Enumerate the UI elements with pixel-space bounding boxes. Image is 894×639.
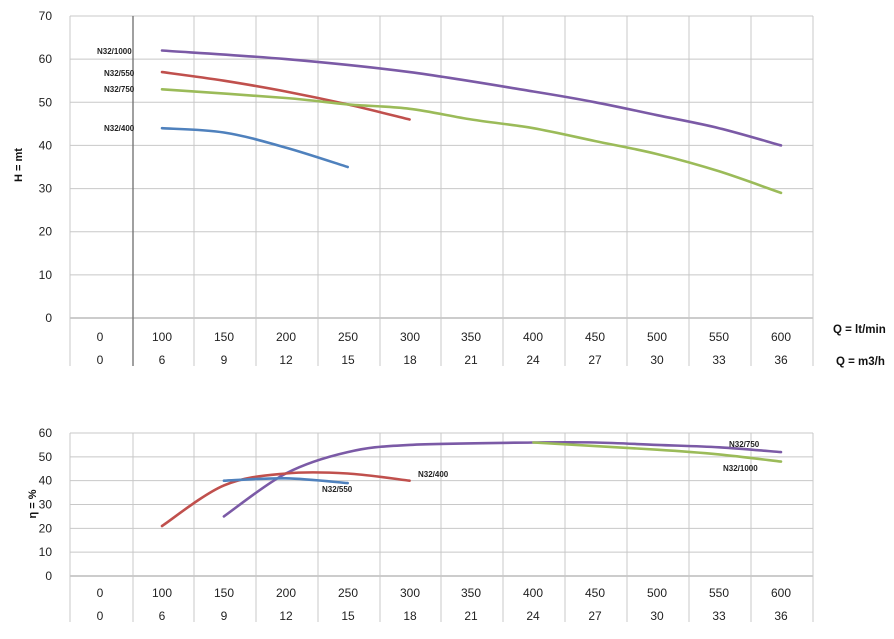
x-tick-label-ltmin: 450	[585, 586, 605, 600]
series-label: N32/1000	[723, 464, 758, 473]
y-tick-label: 70	[39, 9, 53, 23]
x-tick-label-m3h: 6	[159, 353, 166, 367]
x-tick-label-m3h: 24	[526, 353, 540, 367]
x-tick-label-ltmin: 300	[400, 586, 420, 600]
y-tick-label: 10	[39, 268, 53, 282]
x-tick-label-ltmin: 200	[276, 330, 296, 344]
x-tick-label-m3h: 30	[650, 353, 664, 367]
x-tick-label-ltmin: 350	[461, 586, 481, 600]
x-tick-label-m3h: 21	[464, 353, 478, 367]
x-tick-label-m3h: 36	[774, 353, 788, 367]
series-line-n32-750	[160, 88, 783, 195]
x-tick-label-m3h: 33	[712, 609, 726, 623]
x-unit-label-ltmin: Q = lt/min	[833, 324, 886, 336]
x-tick-label-m3h: 27	[588, 609, 602, 623]
x-tick-label-m3h: 12	[279, 353, 293, 367]
series-label: N32/750	[104, 85, 135, 94]
x-tick-label-m3h: 36	[774, 609, 788, 623]
x-tick-label-ltmin: 300	[400, 330, 420, 344]
x-tick-label-ltmin: 100	[152, 330, 172, 344]
x-unit-label-m3h: Q = m3/h	[836, 356, 885, 368]
x-tick-label-m3h: 18	[403, 609, 417, 623]
series-line-n32-750	[222, 440, 783, 518]
x-tick-label-m3h: 9	[221, 609, 228, 623]
x-tick-label-m3h: 12	[279, 609, 293, 623]
x-tick-label-m3h: 33	[712, 353, 726, 367]
series-label: N32/750	[729, 440, 760, 449]
series-line-n32-550	[222, 476, 349, 485]
x-tick-label-ltmin: 450	[585, 330, 605, 344]
series-line-n32-400	[160, 126, 349, 169]
x-tick-label-m3h: 15	[341, 353, 355, 367]
series-line-n32-400	[160, 471, 411, 528]
y-tick-label: 40	[39, 138, 53, 152]
x-tick-label-m3h: 6	[159, 609, 166, 623]
y-tick-label: 20	[39, 225, 53, 239]
y-tick-label: 50	[39, 450, 53, 464]
x-tick-label-ltmin: 0	[97, 330, 104, 344]
x-tick-label-ltmin: 500	[647, 586, 667, 600]
x-tick-label-ltmin: 500	[647, 330, 667, 344]
x-tick-label-m3h: 30	[650, 609, 664, 623]
x-tick-label-ltmin: 250	[338, 586, 358, 600]
x-tick-label-ltmin: 200	[276, 586, 296, 600]
y-tick-label: 10	[39, 545, 53, 559]
x-tick-label-ltmin: 150	[214, 586, 234, 600]
x-tick-label-ltmin: 550	[709, 586, 729, 600]
y-tick-label: 50	[39, 95, 53, 109]
series-line-n32-550	[160, 70, 411, 121]
series-label: N32/1000	[97, 47, 132, 56]
x-tick-label-m3h: 18	[403, 353, 417, 367]
x-tick-label-m3h: 15	[341, 609, 355, 623]
x-tick-label-ltmin: 550	[709, 330, 729, 344]
x-tick-label-ltmin: 250	[338, 330, 358, 344]
y-axis-label: η = %	[27, 489, 39, 518]
y-axis-label: H = mt	[13, 148, 25, 182]
x-tick-label-m3h: 0	[97, 609, 104, 623]
x-tick-label-m3h: 24	[526, 609, 540, 623]
series-line-n32-1000	[532, 441, 783, 463]
series-line-n32-1000	[160, 49, 783, 147]
x-tick-label-ltmin: 600	[771, 330, 791, 344]
x-tick-label-m3h: 0	[97, 353, 104, 367]
x-tick-label-ltmin: 400	[523, 586, 543, 600]
series-label: N32/400	[418, 470, 449, 479]
x-tick-label-ltmin: 400	[523, 330, 543, 344]
x-tick-label-ltmin: 600	[771, 586, 791, 600]
series-label: N32/550	[322, 485, 353, 494]
x-tick-label-m3h: 21	[464, 609, 478, 623]
y-tick-label: 30	[39, 498, 53, 512]
x-tick-label-ltmin: 150	[214, 330, 234, 344]
series-label: N32/400	[104, 124, 135, 133]
y-tick-label: 0	[45, 569, 52, 583]
x-tick-label-ltmin: 350	[461, 330, 481, 344]
series-label: N32/550	[104, 69, 135, 78]
y-tick-label: 60	[39, 426, 53, 440]
x-tick-label-m3h: 27	[588, 353, 602, 367]
y-tick-label: 20	[39, 521, 53, 535]
y-tick-label: 40	[39, 474, 53, 488]
y-tick-label: 0	[45, 311, 52, 325]
y-tick-label: 60	[39, 52, 53, 66]
x-tick-label-ltmin: 100	[152, 586, 172, 600]
x-tick-label-ltmin: 0	[97, 586, 104, 600]
x-tick-label-m3h: 9	[221, 353, 228, 367]
y-tick-label: 30	[39, 182, 53, 196]
